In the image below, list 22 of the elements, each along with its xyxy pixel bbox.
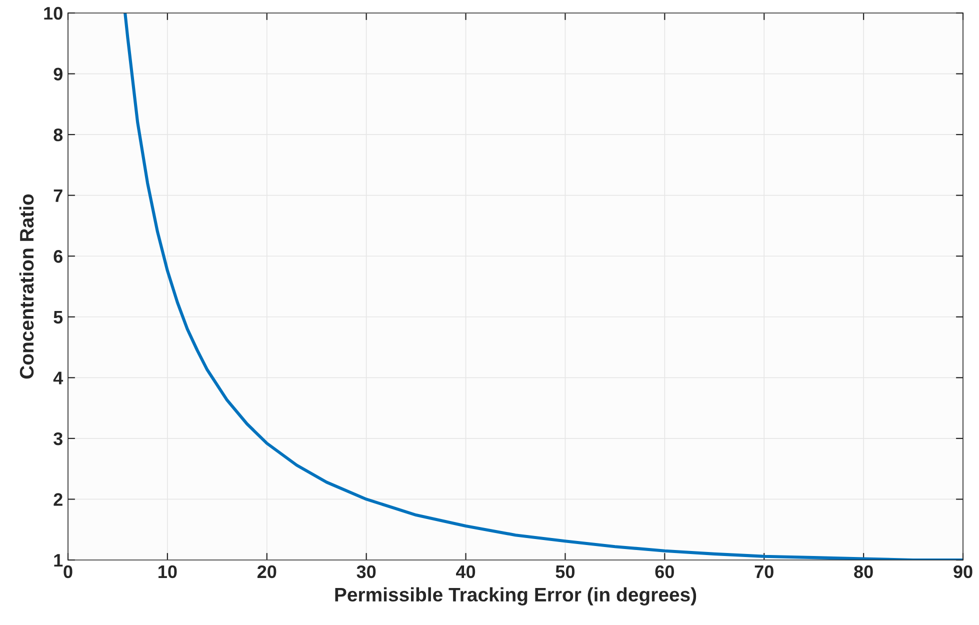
x-tick-label: 0 (64, 565, 72, 578)
y-tick-label: 3 (54, 432, 62, 446)
y-tick-label: 10 (44, 6, 62, 20)
x-tick-label: 90 (954, 565, 972, 578)
y-tick-label: 5 (54, 311, 63, 324)
y-tick-label: 4 (53, 372, 64, 384)
y-tick-label: 9 (54, 68, 62, 80)
x-axis-title: Permissible Tracking Error (in degrees) (335, 587, 696, 606)
y-tick-label: 8 (54, 128, 63, 142)
y-tick-label: 2 (54, 493, 62, 506)
x-tick-label: 70 (754, 565, 774, 578)
x-tick-label: 80 (854, 565, 873, 578)
x-tick-label: 50 (556, 565, 575, 578)
x-tick-label: 60 (655, 565, 674, 578)
y-tick-label: 6 (54, 250, 62, 263)
x-tick-label: 30 (356, 565, 376, 578)
y-axis-title: Concentration Ratio (19, 194, 34, 379)
x-tick-label: 40 (456, 565, 476, 578)
x-tick-label: 10 (158, 565, 177, 578)
y-tick-label: 7 (54, 189, 62, 202)
x-tick-label: 20 (257, 565, 276, 578)
y-tick-label: 1 (54, 554, 63, 567)
